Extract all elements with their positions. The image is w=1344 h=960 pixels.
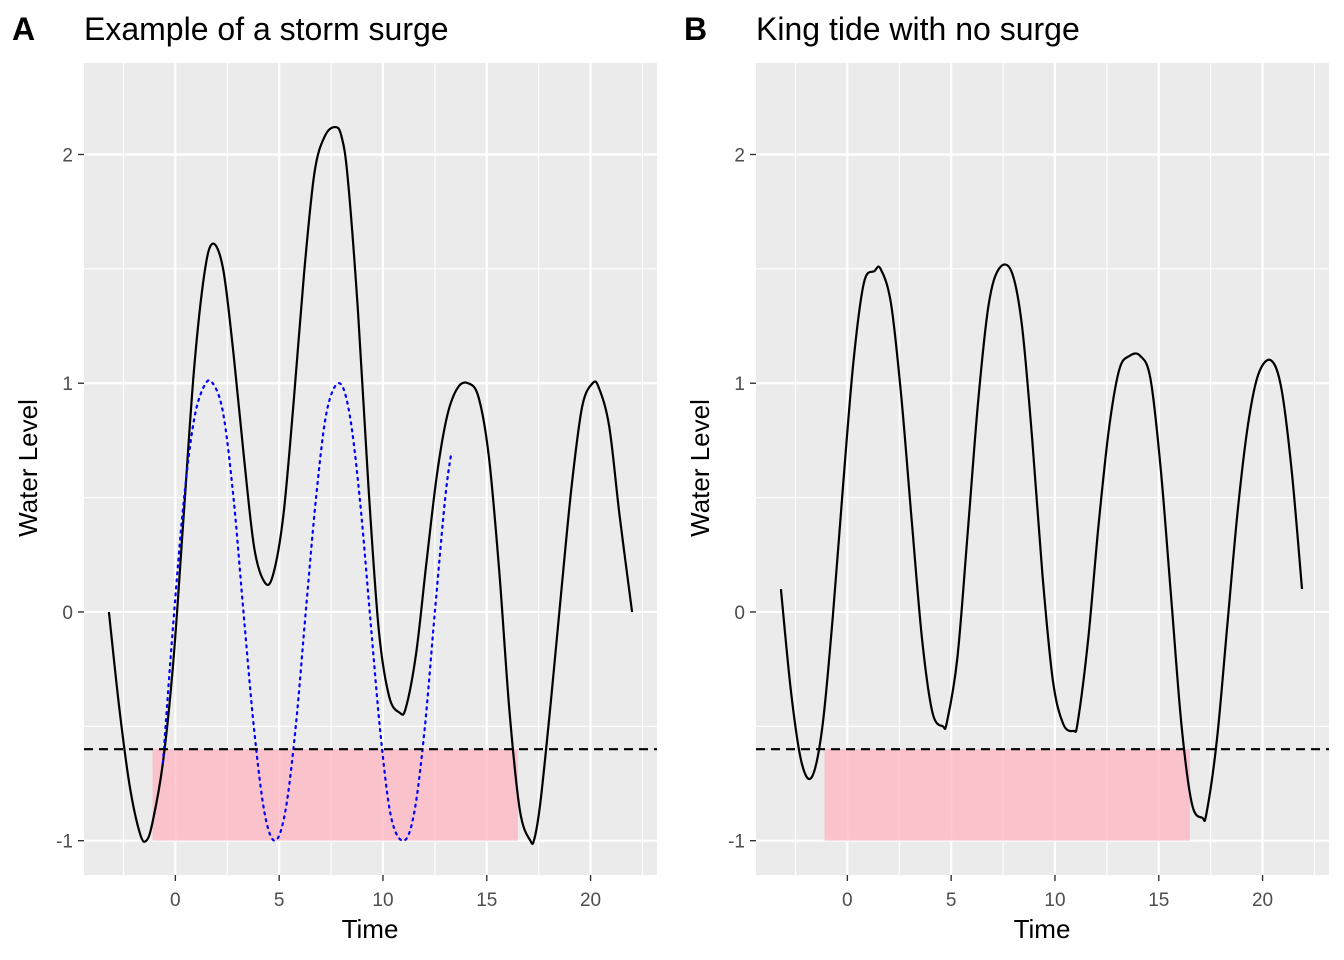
x-tick-label: 10 [1044,890,1065,911]
panel-background-a [84,63,657,875]
y-tick-label: 2 [734,145,745,166]
y-tick-label: 1 [734,374,745,395]
x-tick-label: 20 [580,890,601,911]
x-tick-label: 0 [842,890,853,911]
x-tick-label: 0 [170,890,181,911]
y-tick-label: -1 [56,832,73,853]
x-axis-label-a: Time [342,914,399,944]
shaded-region [824,749,1190,841]
y-axis-label-b: Water Level [685,399,715,537]
series-line-solid [107,125,634,845]
series-line-dotted [161,379,453,842]
plot-area-b: 0 5 10 15 20 -1 0 1 2 [728,63,1329,911]
x-tick-label: 20 [1252,890,1273,911]
y-axis-label-a: Water Level [13,399,43,537]
x-tick-label: 10 [372,890,393,911]
x-tick-label: 15 [476,890,497,911]
panel-background-b [756,63,1329,875]
y-tick-label: 0 [62,603,73,624]
x-axis-label-b: Time [1014,914,1071,944]
panel-a: A Example of a storm surge Time Water Le… [12,11,449,944]
x-tick-label: 5 [274,890,285,911]
y-tick-label: 2 [62,145,73,166]
panel-tag-b: B [684,11,707,47]
y-tick-label: 1 [62,374,73,395]
panel-b: B King tide with no surge Time Water Lev… [684,11,1080,944]
shaded-region [152,749,518,841]
panel-tag-a: A [12,11,35,47]
panel-title-a: Example of a storm surge [84,11,449,47]
x-tick-label: 5 [946,890,957,911]
series-line-solid [779,263,1304,823]
x-tick-label: 15 [1148,890,1169,911]
panel-title-b: King tide with no surge [756,11,1080,47]
plot-area-a: 0 5 10 15 20 -1 0 1 2 [56,63,657,911]
y-tick-label: -1 [728,832,745,853]
y-tick-label: 0 [734,603,745,624]
